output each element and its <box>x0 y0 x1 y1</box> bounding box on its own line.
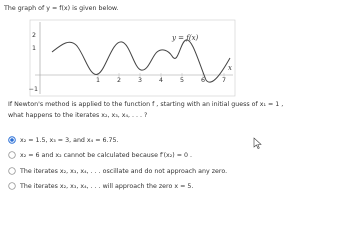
option[interactable]: The iterates x₂, x₃, x₄, . . . oscillate… <box>8 167 227 175</box>
radio-dot <box>10 138 14 142</box>
x-tick-label: 1 <box>96 77 100 84</box>
radio-button[interactable] <box>8 182 16 190</box>
question-line: If Newton's method is applied to the fun… <box>8 101 283 108</box>
option-text[interactable]: The iterates x₂, x₃, x₄, . . . oscillate… <box>19 168 227 175</box>
option-text[interactable]: x₂ = 1.5, x₃ = 3, and x₄ = 6.75. <box>20 137 119 144</box>
curve-label: y = f(x) <box>171 34 199 42</box>
x-tick-label: 4 <box>159 77 163 84</box>
x-tick-label: 3 <box>138 77 142 84</box>
option[interactable]: x₂ = 1.5, x₃ = 3, and x₄ = 6.75. <box>8 136 119 144</box>
y-tick-label: −1 <box>29 86 38 93</box>
cursor <box>253 137 262 149</box>
tick-marks <box>97 73 225 77</box>
x-axis-label: x <box>228 64 232 72</box>
header-text: The graph of y = f(x) is given below. <box>3 5 119 12</box>
option-text[interactable]: The iterates x₂, x₃, x₄, . . . will appr… <box>19 183 193 190</box>
x-tick-label: 7 <box>222 77 226 84</box>
x-tick-label: 2 <box>117 77 121 84</box>
option-text[interactable]: x₂ = 6 and x₂ cannot be calculated becau… <box>20 152 192 159</box>
radio-button[interactable] <box>8 167 16 175</box>
y-tick-label: 2 <box>32 32 36 39</box>
y-tick-label: 1 <box>32 45 36 52</box>
option[interactable]: x₂ = 6 and x₂ cannot be calculated becau… <box>8 151 192 159</box>
x-tick-label: 6 <box>201 77 205 84</box>
radio-button[interactable] <box>8 151 16 159</box>
screen: The graph of y = f(x) is given below. 2 … <box>3 5 284 190</box>
question-line: what happens to the iterates x₂, x₃, x₄,… <box>8 112 147 119</box>
option[interactable]: The iterates x₂, x₃, x₄, . . . will appr… <box>8 182 194 190</box>
page: The graph of y = f(x) is given below. 2 … <box>3 5 284 190</box>
function-curve <box>51 39 231 83</box>
x-tick-label: 5 <box>180 77 184 84</box>
